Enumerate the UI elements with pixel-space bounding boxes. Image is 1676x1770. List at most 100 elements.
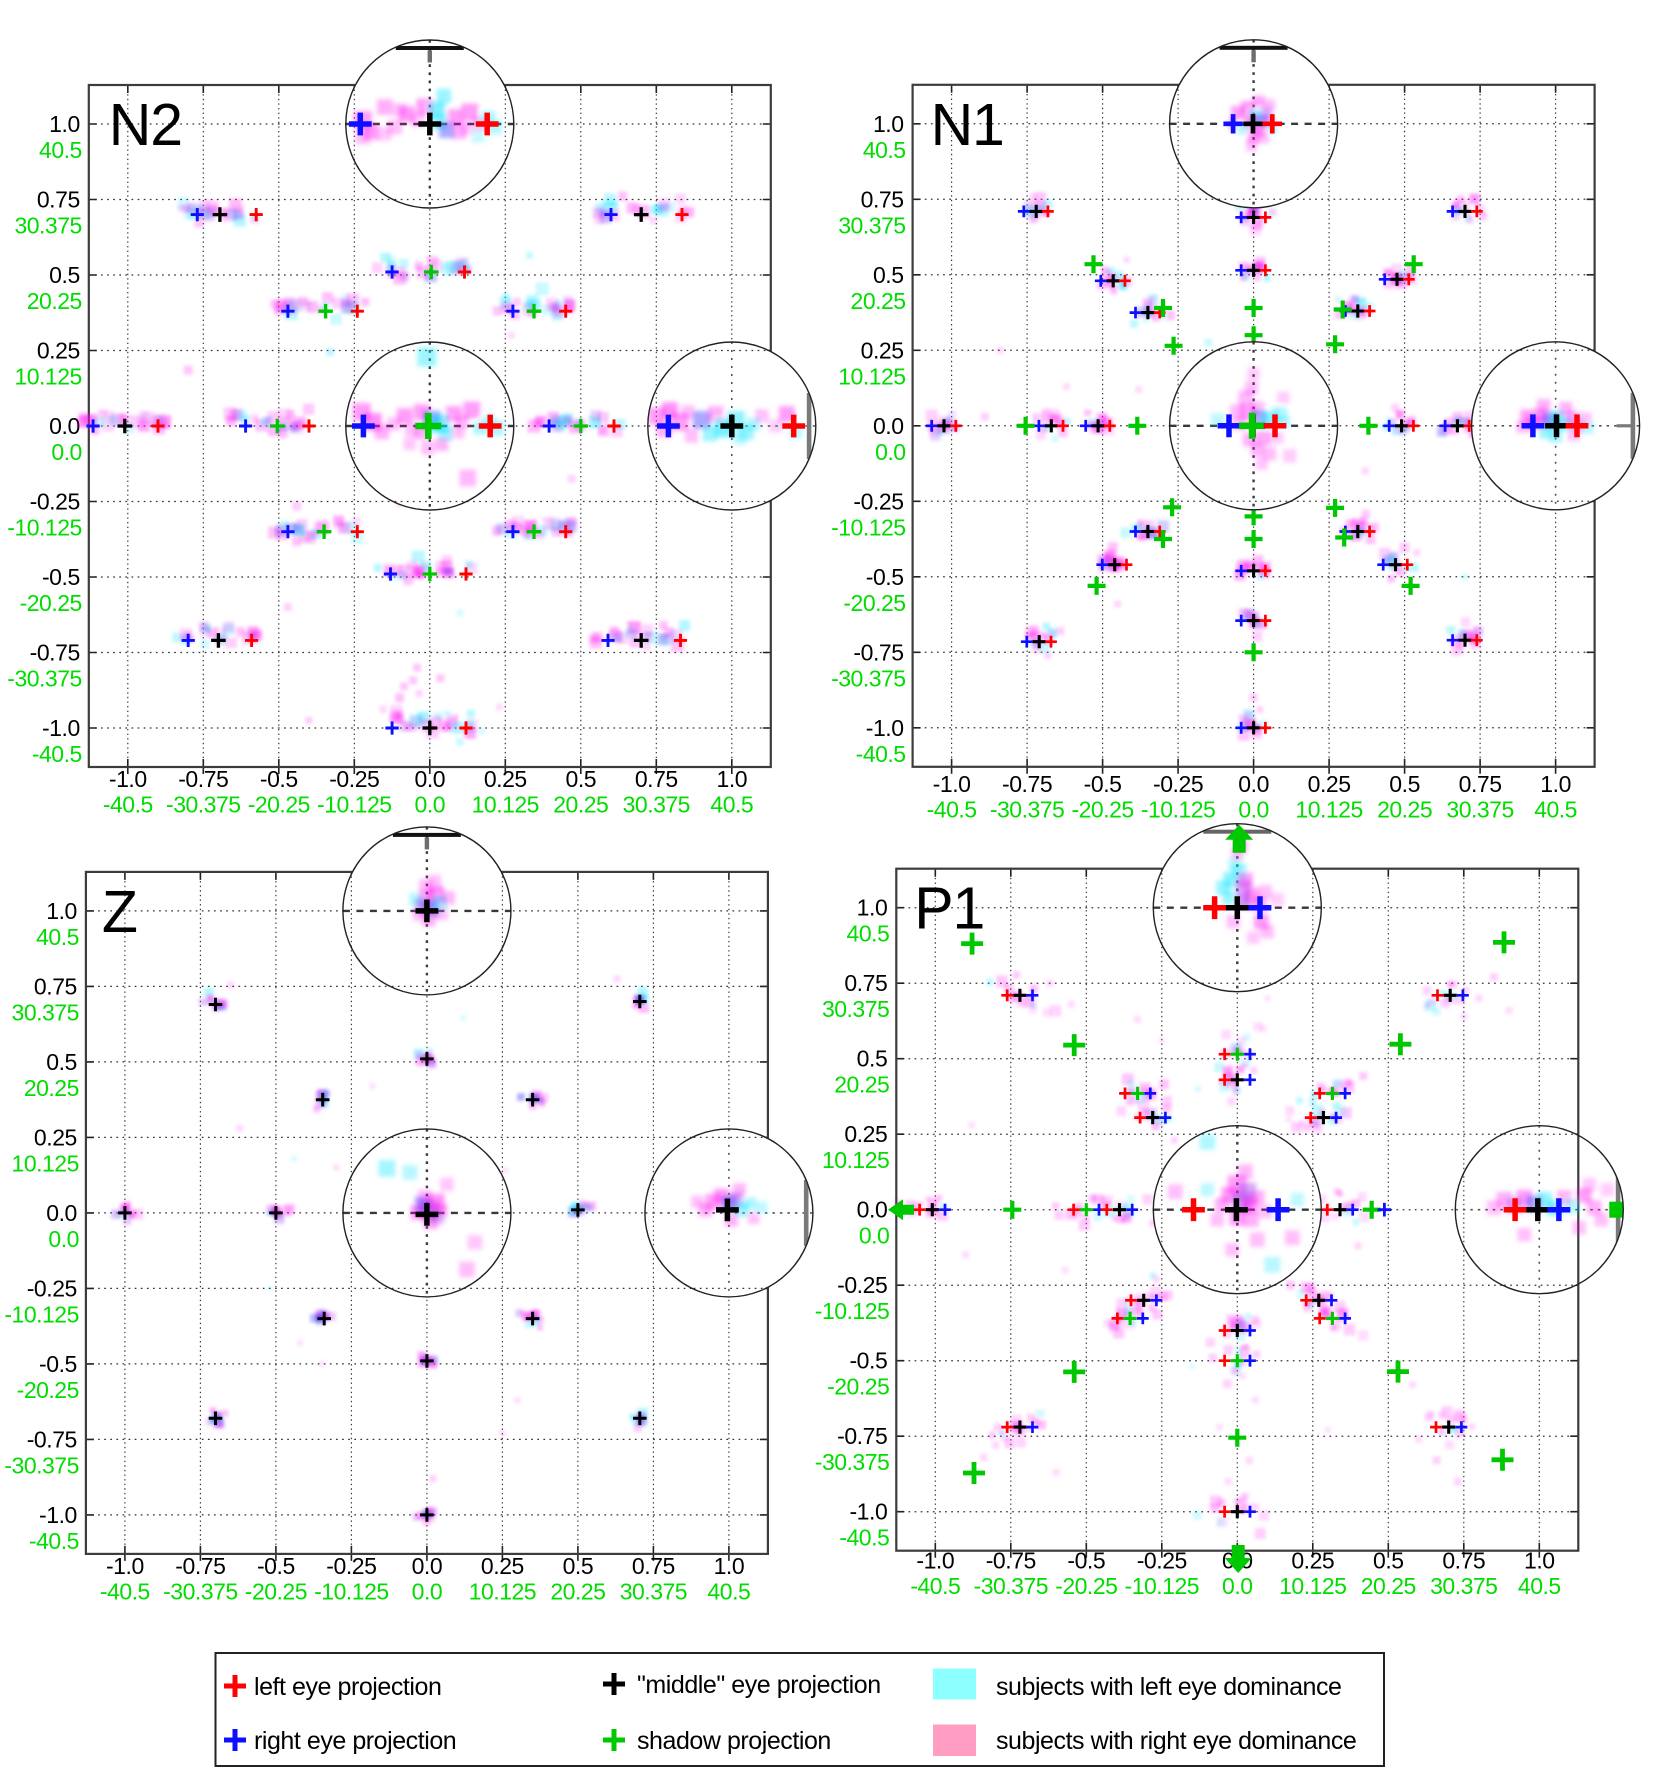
svg-text:0.5: 0.5 [1373, 1548, 1404, 1574]
svg-text:-0.25: -0.25 [27, 1275, 77, 1301]
svg-text:-0.25: -0.25 [329, 766, 379, 792]
svg-text:20.25: 20.25 [550, 1578, 605, 1604]
svg-text:-30.375: -30.375 [166, 792, 241, 818]
svg-text:0.0: 0.0 [859, 1223, 889, 1249]
svg-text:20.25: 20.25 [553, 792, 608, 818]
svg-text:-1.0: -1.0 [39, 1502, 77, 1528]
svg-text:40.5: 40.5 [1534, 796, 1577, 822]
svg-text:-30.375: -30.375 [831, 665, 906, 691]
svg-text:-0.25: -0.25 [326, 1553, 376, 1579]
svg-text:40.5: 40.5 [847, 921, 890, 947]
svg-text:40.5: 40.5 [863, 137, 906, 163]
svg-text:-0.5: -0.5 [42, 564, 80, 590]
svg-text:30.375: 30.375 [14, 213, 81, 239]
svg-text:-0.75: -0.75 [1002, 771, 1052, 797]
svg-text:-10.125: -10.125 [4, 1301, 79, 1327]
svg-text:0.0: 0.0 [414, 766, 445, 792]
svg-text:10.125: 10.125 [472, 792, 539, 818]
svg-text:0.25: 0.25 [861, 337, 904, 363]
svg-text:N1: N1 [931, 92, 1004, 158]
svg-text:0.75: 0.75 [861, 186, 904, 212]
svg-text:-0.25: -0.25 [1153, 771, 1203, 797]
svg-text:30.375: 30.375 [1446, 796, 1513, 822]
svg-text:0.0: 0.0 [1238, 796, 1268, 822]
svg-text:-1.0: -1.0 [106, 1553, 144, 1579]
svg-text:10.125: 10.125 [12, 1150, 79, 1176]
svg-text:1.0: 1.0 [716, 766, 747, 792]
svg-text:-40.5: -40.5 [103, 792, 153, 818]
svg-text:-1.0: -1.0 [849, 1499, 887, 1525]
svg-text:-1.0: -1.0 [42, 715, 80, 741]
svg-text:10.125: 10.125 [14, 364, 81, 390]
svg-text:10.125: 10.125 [838, 363, 905, 389]
svg-text:-10.125: -10.125 [815, 1298, 890, 1324]
svg-text:"middle" eye projection: "middle" eye projection [637, 1671, 881, 1699]
svg-text:-30.375: -30.375 [815, 1449, 890, 1475]
svg-text:left eye projection: left eye projection [254, 1673, 441, 1701]
svg-text:-20.25: -20.25 [17, 1377, 79, 1403]
svg-text:20.25: 20.25 [834, 1072, 889, 1098]
svg-text:-10.125: -10.125 [314, 1578, 389, 1604]
svg-text:-10.125: -10.125 [831, 514, 906, 540]
svg-text:20.25: 20.25 [27, 288, 82, 314]
svg-text:-0.5: -0.5 [260, 766, 298, 792]
svg-text:20.25: 20.25 [24, 1075, 79, 1101]
svg-text:0.0: 0.0 [1238, 771, 1269, 797]
svg-text:0.25: 0.25 [1308, 771, 1351, 797]
svg-text:-40.5: -40.5 [839, 1525, 889, 1551]
svg-text:0.25: 0.25 [1291, 1548, 1334, 1574]
svg-text:10.125: 10.125 [822, 1147, 889, 1173]
svg-text:-0.25: -0.25 [837, 1272, 887, 1298]
svg-text:0.25: 0.25 [481, 1553, 524, 1579]
svg-text:30.375: 30.375 [620, 1578, 687, 1604]
svg-text:1.0: 1.0 [873, 111, 904, 137]
svg-text:P1: P1 [914, 876, 984, 942]
svg-text:-40.5: -40.5 [100, 1578, 150, 1604]
svg-text:0.25: 0.25 [37, 338, 80, 364]
svg-text:10.125: 10.125 [1279, 1573, 1346, 1599]
svg-text:-0.5: -0.5 [39, 1351, 77, 1377]
svg-text:0.5: 0.5 [565, 766, 596, 792]
svg-text:0.25: 0.25 [844, 1121, 887, 1147]
svg-text:-10.125: -10.125 [317, 792, 392, 818]
svg-text:1.0: 1.0 [857, 895, 888, 921]
svg-text:0.75: 0.75 [1442, 1548, 1485, 1574]
svg-text:-40.5: -40.5 [32, 741, 82, 767]
svg-text:10.125: 10.125 [1295, 796, 1362, 822]
svg-text:0.75: 0.75 [34, 973, 77, 999]
svg-text:0.5: 0.5 [857, 1046, 888, 1072]
svg-text:0.0: 0.0 [48, 1226, 78, 1252]
svg-text:0.5: 0.5 [49, 262, 80, 288]
svg-text:0.0: 0.0 [1222, 1573, 1252, 1599]
svg-text:subjects with left eye dominan: subjects with left eye dominance [996, 1673, 1342, 1701]
svg-text:0.0: 0.0 [412, 1578, 442, 1604]
svg-text:40.5: 40.5 [1518, 1573, 1561, 1599]
svg-text:0.75: 0.75 [844, 970, 887, 996]
svg-text:0.0: 0.0 [49, 413, 80, 439]
svg-text:-0.75: -0.75 [175, 1553, 225, 1579]
svg-text:0.0: 0.0 [412, 1553, 443, 1579]
svg-text:-20.25: -20.25 [1071, 796, 1133, 822]
svg-text:Z: Z [102, 879, 137, 945]
svg-text:-1.0: -1.0 [109, 766, 147, 792]
svg-text:10.125: 10.125 [469, 1578, 536, 1604]
svg-text:20.25: 20.25 [1377, 796, 1432, 822]
svg-text:0.0: 0.0 [857, 1197, 888, 1223]
svg-text:0.0: 0.0 [51, 439, 81, 465]
svg-text:-0.5: -0.5 [1084, 771, 1122, 797]
svg-text:-40.5: -40.5 [856, 741, 906, 767]
svg-text:1.0: 1.0 [49, 111, 80, 137]
svg-text:-30.375: -30.375 [990, 796, 1065, 822]
svg-text:-0.5: -0.5 [1067, 1548, 1105, 1574]
svg-text:subjects with right eye domina: subjects with right eye dominance [996, 1727, 1356, 1755]
svg-text:30.375: 30.375 [822, 996, 889, 1022]
svg-text:-40.5: -40.5 [927, 796, 977, 822]
svg-text:1.0: 1.0 [1524, 1548, 1555, 1574]
svg-text:0.75: 0.75 [1459, 771, 1502, 797]
svg-text:1.0: 1.0 [1540, 771, 1571, 797]
svg-text:-0.75: -0.75 [30, 640, 80, 666]
svg-text:-20.25: -20.25 [843, 590, 905, 616]
svg-text:-30.375: -30.375 [7, 666, 82, 692]
svg-text:0.75: 0.75 [37, 187, 80, 213]
svg-text:N2: N2 [109, 92, 182, 158]
